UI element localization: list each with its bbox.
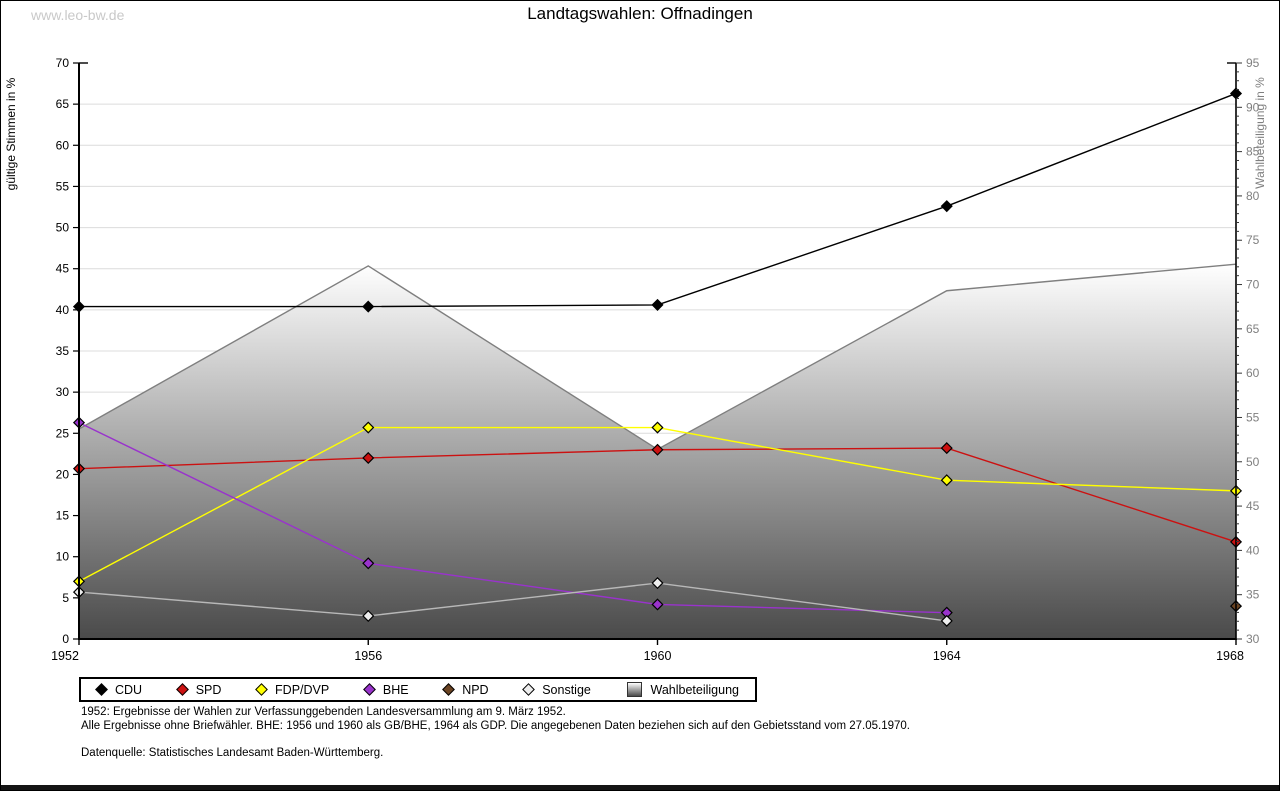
x-axis-ticks: 1952 1956 1960 1964 1968: [51, 639, 1244, 663]
svg-text:1960: 1960: [644, 649, 672, 663]
svg-text:75: 75: [1246, 233, 1260, 247]
svg-text:40: 40: [56, 303, 70, 317]
series-spd-marker: [940, 442, 953, 455]
series-bhe-line: [78, 421, 947, 614]
series-bhe-marker: [362, 557, 375, 570]
series-fdp-dvp-marker: [651, 421, 664, 434]
series-fdp-dvp: [72, 421, 1243, 588]
svg-text:65: 65: [56, 97, 70, 111]
diamond-swatch-icon: [95, 683, 108, 696]
svg-text:35: 35: [56, 344, 70, 358]
svg-text:40: 40: [1246, 543, 1260, 557]
legend-item-cdu: CDU: [95, 682, 143, 697]
legend-label: FDP/DVP: [275, 682, 330, 697]
svg-text:70: 70: [1246, 278, 1260, 292]
left-axis-ticks: 0 5 10 15 20 25 30 35 40 45 50 55 60 65 70: [56, 56, 79, 646]
svg-text:1952: 1952: [51, 649, 79, 663]
svg-text:5: 5: [62, 591, 69, 605]
legend-label: SPD: [195, 682, 222, 697]
legend-item-bhe: BHE: [362, 682, 409, 697]
svg-text:45: 45: [56, 262, 70, 276]
svg-text:50: 50: [56, 221, 70, 235]
chart-legend: CDU SPD FDP/DVP BHE NPD Sonstige Wahlbeteiligu…: [79, 677, 757, 702]
diamond-swatch-icon: [442, 683, 456, 696]
diamond-swatch-icon: [362, 683, 376, 696]
svg-text:25: 25: [56, 426, 70, 440]
svg-text:55: 55: [56, 179, 70, 193]
svg-text:1964: 1964: [933, 649, 961, 663]
site-watermark: www.leo-bw.de: [31, 7, 125, 23]
diamond-swatch-icon: [175, 683, 189, 696]
diamond-swatch-icon: [522, 683, 536, 696]
legend-label: Wahlbeteiligung: [650, 682, 739, 697]
svg-text:1956: 1956: [354, 649, 382, 663]
series-cdu-marker: [651, 298, 664, 311]
series-sonstige-marker: [940, 614, 953, 627]
series-cdu-line: [79, 92, 1237, 308]
svg-text:85: 85: [1246, 145, 1260, 159]
legend-label: NPD: [462, 682, 489, 697]
legend-label: CDU: [115, 682, 143, 697]
svg-text:60: 60: [1246, 366, 1260, 380]
svg-text:15: 15: [56, 509, 70, 523]
svg-text:10: 10: [56, 550, 70, 564]
legend-item-npd: NPD: [442, 682, 489, 697]
legend-item-spd: SPD: [175, 682, 222, 697]
svg-text:50: 50: [1246, 455, 1260, 469]
svg-text:80: 80: [1246, 189, 1260, 203]
series-spd-marker: [362, 451, 375, 465]
series-sonstige-marker: [651, 576, 664, 590]
svg-text:30: 30: [1246, 632, 1260, 646]
election-line-chart: 0 5 10 15 20 25 30 35 40 45 50 55 60 65 70 30 35 40 45 50 55…: [4, 56, 1267, 663]
svg-text:35: 35: [1246, 588, 1260, 602]
left-axis-title: gültige Stimmen in %: [4, 77, 18, 190]
bottom-border-band: [1, 785, 1279, 790]
svg-text:55: 55: [1246, 410, 1260, 424]
svg-text:70: 70: [56, 56, 70, 70]
legend-item-sonstige: Sonstige: [522, 682, 591, 697]
series-sonstige-line: [78, 582, 947, 622]
series-spd-marker: [651, 443, 664, 456]
footnote-line: 1952: Ergebnisse der Wahlen zur Verfassu…: [81, 706, 566, 718]
svg-text:0: 0: [62, 632, 69, 646]
svg-text:1968: 1968: [1216, 649, 1244, 663]
series-fdp-dvp-marker: [940, 474, 953, 487]
chart-footnotes: 1952: Ergebnisse der Wahlen zur Verfassu…: [81, 706, 910, 733]
footnote-line: Alle Ergebnisse ohne Briefwähler. BHE: 1…: [81, 719, 910, 732]
wahlbeteiligung-swatch-icon: [626, 682, 642, 697]
svg-text:65: 65: [1246, 322, 1260, 336]
legend-item-fdp-dvp: FDP/DVP: [255, 682, 330, 697]
svg-text:95: 95: [1246, 56, 1260, 70]
series-cdu-marker: [940, 200, 953, 213]
series-fdp-dvp-marker: [362, 421, 375, 434]
series-sonstige-marker: [362, 609, 375, 623]
svg-text:45: 45: [1246, 499, 1260, 513]
data-source-note: Datenquelle: Statistisches Landesamt Bad…: [81, 747, 384, 759]
legend-label: Sonstige: [542, 682, 591, 697]
svg-text:30: 30: [56, 385, 70, 399]
svg-text:90: 90: [1246, 100, 1260, 114]
legend-item-wahlbeteiligung: Wahlbeteiligung: [626, 682, 739, 697]
series-bhe-marker: [651, 598, 664, 611]
legend-label: BHE: [382, 682, 409, 697]
svg-text:60: 60: [56, 138, 70, 152]
diamond-swatch-icon: [255, 683, 268, 696]
series-cdu: [72, 87, 1243, 313]
page-title: Landtagswahlen: Offnadingen: [527, 4, 753, 23]
right-axis-ticks: 30 35 40 45 50 55 60 65 70 75 80 85 90 95: [1236, 56, 1260, 646]
series-cdu-marker: [362, 300, 375, 313]
right-axis-title: Wahlbeteiligung in %: [1253, 77, 1267, 189]
svg-text:20: 20: [56, 467, 70, 481]
